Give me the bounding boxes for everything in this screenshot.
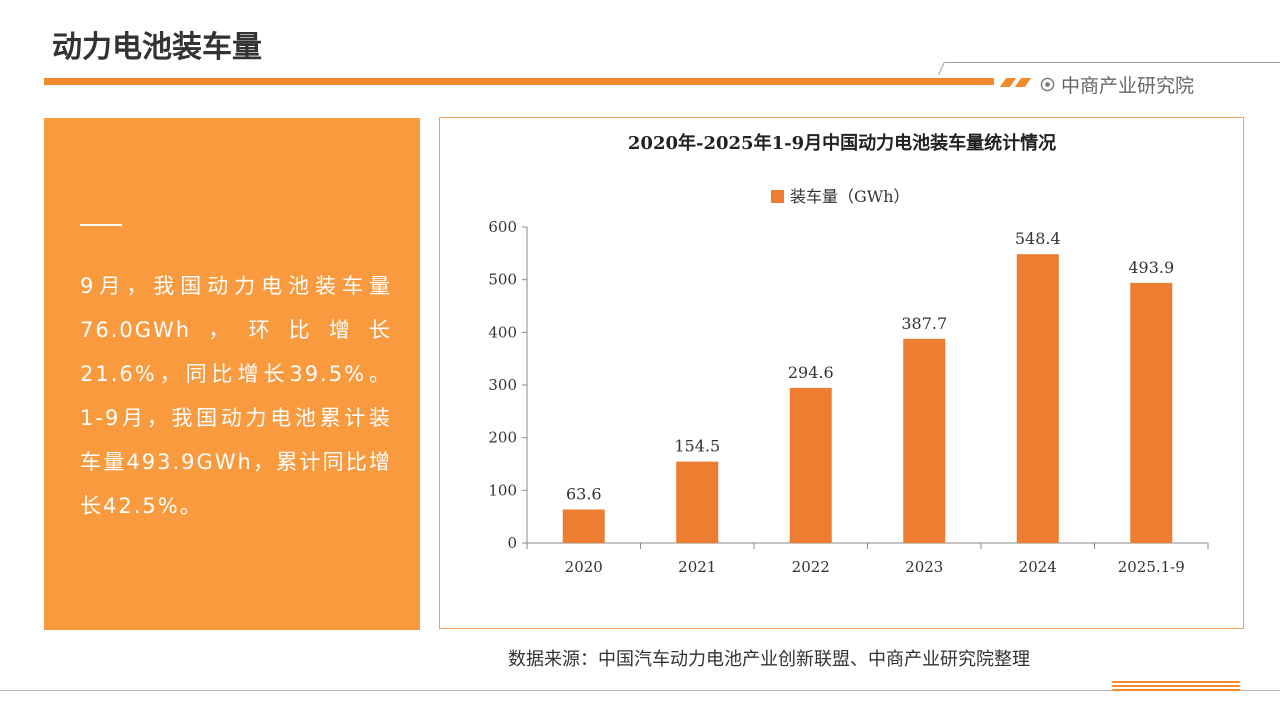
summary-panel: 9月，我国动力电池装车量76.0GWh，环比增长21.6%，同比增长39.5%。… xyxy=(44,118,420,630)
brand: 中商产业研究院 xyxy=(1040,71,1194,97)
data-label: 63.6 xyxy=(566,485,602,504)
legend-label: 装车量（GWh） xyxy=(790,187,910,206)
x-tick-label: 2021 xyxy=(678,558,716,576)
header-accent-bar xyxy=(44,78,994,85)
brand-stripes xyxy=(999,78,1034,87)
summary-text: 9月，我国动力电池装车量76.0GWh，环比增长21.6%，同比增长39.5%。… xyxy=(80,274,392,518)
bar xyxy=(903,338,946,543)
chart-container: 2020年-2025年1-9月中国动力电池装车量统计情况装车量（GWh） 0 100… xyxy=(439,117,1244,629)
x-tick-label: 2022 xyxy=(792,558,830,576)
page-title: 动力电池装车量 xyxy=(52,30,262,65)
y-tick-label: 200 xyxy=(488,429,517,447)
bar xyxy=(1130,282,1173,543)
panel-rule xyxy=(80,224,122,226)
header-divider xyxy=(945,62,1280,63)
footer-line xyxy=(0,690,1280,691)
y-tick-label: 400 xyxy=(488,323,517,341)
x-tick-label: 2024 xyxy=(1019,558,1057,576)
x-tick-label: 2025.1-9 xyxy=(1118,558,1185,576)
y-tick-label: 500 xyxy=(488,271,517,289)
data-label: 294.6 xyxy=(788,363,834,382)
y-tick-label: 300 xyxy=(488,376,517,394)
x-tick-label: 2020 xyxy=(565,558,603,576)
target-circle-icon xyxy=(1040,77,1055,91)
source-note: 数据来源：中国汽车动力电池产业创新联盟、中商产业研究院整理 xyxy=(508,649,1030,670)
y-tick-label: 100 xyxy=(488,481,517,499)
y-tick-label: 600 xyxy=(488,218,517,236)
bar xyxy=(562,509,605,543)
brand-name: 中商产业研究院 xyxy=(1061,74,1195,97)
y-tick-label: 0 xyxy=(507,534,517,552)
bar xyxy=(789,387,832,543)
data-label: 548.4 xyxy=(1015,229,1061,248)
data-label: 154.5 xyxy=(674,437,720,456)
footer-stripes xyxy=(1111,681,1241,692)
data-label: 493.9 xyxy=(1128,258,1174,277)
legend-swatch xyxy=(771,190,784,203)
x-tick-label: 2023 xyxy=(905,558,943,576)
bar xyxy=(676,461,719,543)
data-label: 387.7 xyxy=(901,314,947,333)
chart-title: 2020年-2025年1-9月中国动力电池装车量统计情况 xyxy=(628,132,1056,154)
bar xyxy=(1016,254,1059,543)
